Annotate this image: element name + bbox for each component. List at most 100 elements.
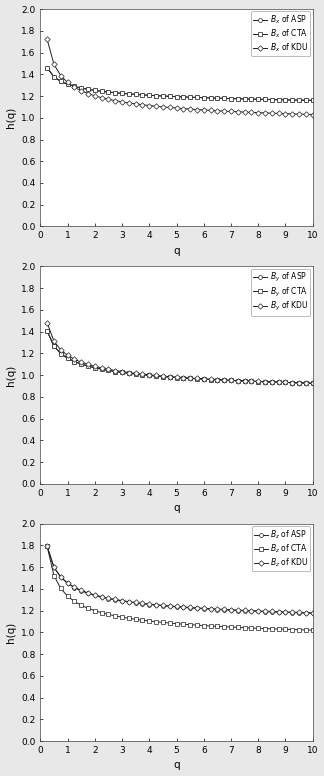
$B_x$ of CTA	[243, 94, 247, 103]
$B_z$ of KDU	[229, 605, 233, 615]
$B_y$ of CTA	[66, 354, 70, 363]
$B_y$ of KDU	[209, 375, 213, 384]
$B_z$ of CTA	[127, 614, 131, 623]
$B_z$ of ASP	[222, 605, 226, 615]
$B_x$ of CTA	[79, 83, 83, 92]
$B_x$ of ASP	[45, 63, 49, 72]
$B_y$ of CTA	[297, 378, 301, 387]
$B_y$ of CTA	[73, 357, 76, 366]
$B_z$ of ASP	[154, 601, 158, 610]
$B_z$ of KDU	[222, 605, 226, 614]
$B_x$ of KDU	[154, 102, 158, 111]
$B_z$ of KDU	[59, 573, 63, 582]
$B_x$ of ASP	[113, 88, 117, 98]
$B_x$ of CTA	[215, 93, 219, 102]
$B_y$ of KDU	[168, 372, 172, 381]
$B_z$ of CTA	[134, 615, 138, 624]
$B_y$ of ASP	[181, 373, 185, 383]
$B_y$ of CTA	[93, 363, 97, 372]
$B_x$ of KDU	[161, 102, 165, 112]
$B_z$ of CTA	[45, 542, 49, 551]
$B_y$ of KDU	[147, 370, 151, 379]
$B_z$ of KDU	[277, 607, 281, 616]
$B_x$ of CTA	[147, 91, 151, 100]
$B_x$ of ASP	[154, 91, 158, 100]
Y-axis label: h(q): h(q)	[6, 622, 16, 643]
$B_x$ of KDU	[45, 35, 49, 44]
$B_y$ of KDU	[270, 377, 274, 386]
$B_x$ of ASP	[175, 92, 179, 102]
$B_z$ of KDU	[181, 602, 185, 611]
$B_x$ of ASP	[93, 85, 97, 95]
$B_x$ of CTA	[168, 92, 172, 101]
$B_x$ of ASP	[277, 95, 281, 104]
$B_x$ of CTA	[277, 95, 281, 104]
$B_x$ of ASP	[59, 77, 63, 86]
$B_x$ of ASP	[311, 95, 315, 105]
$B_z$ of ASP	[120, 597, 124, 606]
$B_x$ of CTA	[236, 94, 240, 103]
$B_x$ of ASP	[120, 88, 124, 98]
$B_y$ of ASP	[154, 372, 158, 381]
$B_z$ of CTA	[59, 584, 63, 593]
$B_z$ of CTA	[236, 623, 240, 632]
$B_y$ of KDU	[127, 368, 131, 377]
$B_y$ of KDU	[236, 376, 240, 385]
$B_x$ of CTA	[59, 77, 63, 86]
$B_x$ of KDU	[222, 106, 226, 116]
$B_y$ of ASP	[147, 371, 151, 380]
$B_z$ of CTA	[93, 606, 97, 615]
$B_z$ of KDU	[100, 592, 104, 601]
$B_x$ of CTA	[134, 90, 138, 99]
$B_x$ of KDU	[113, 96, 117, 106]
$B_x$ of KDU	[202, 106, 206, 115]
$B_y$ of ASP	[195, 374, 199, 383]
$B_x$ of KDU	[141, 100, 145, 109]
$B_x$ of ASP	[79, 83, 83, 92]
$B_y$ of CTA	[229, 376, 233, 385]
$B_z$ of CTA	[290, 625, 294, 634]
$B_y$ of ASP	[243, 376, 247, 386]
Legend: $B_z$ of ASP, $B_z$ of CTA, $B_z$ of KDU: $B_z$ of ASP, $B_z$ of CTA, $B_z$ of KDU	[251, 526, 310, 571]
$B_z$ of CTA	[243, 623, 247, 632]
$B_y$ of KDU	[277, 377, 281, 386]
$B_x$ of KDU	[249, 108, 253, 117]
$B_x$ of ASP	[73, 81, 76, 91]
$B_y$ of CTA	[45, 327, 49, 336]
$B_z$ of ASP	[202, 605, 206, 614]
$B_z$ of CTA	[297, 625, 301, 635]
$B_x$ of KDU	[277, 109, 281, 118]
$B_x$ of CTA	[270, 95, 274, 104]
$B_x$ of ASP	[263, 95, 267, 104]
$B_x$ of ASP	[188, 92, 192, 102]
$B_x$ of CTA	[181, 92, 185, 102]
$B_y$ of KDU	[181, 373, 185, 383]
$B_y$ of ASP	[215, 375, 219, 384]
$B_x$ of ASP	[195, 93, 199, 102]
$B_z$ of ASP	[284, 608, 287, 617]
$B_z$ of KDU	[120, 596, 124, 605]
$B_y$ of ASP	[161, 372, 165, 381]
$B_x$ of CTA	[66, 80, 70, 89]
$B_x$ of KDU	[66, 78, 70, 87]
$B_z$ of CTA	[209, 622, 213, 631]
$B_z$ of KDU	[202, 604, 206, 613]
$B_x$ of ASP	[209, 93, 213, 102]
$B_z$ of KDU	[243, 606, 247, 615]
$B_x$ of KDU	[297, 109, 301, 119]
$B_z$ of ASP	[73, 583, 76, 592]
$B_y$ of KDU	[79, 358, 83, 367]
$B_x$ of KDU	[256, 108, 260, 117]
$B_z$ of KDU	[52, 563, 56, 572]
Line: $B_x$ of CTA: $B_x$ of CTA	[45, 66, 315, 102]
X-axis label: q: q	[173, 760, 180, 771]
$B_y$ of ASP	[59, 349, 63, 359]
$B_x$ of KDU	[229, 107, 233, 116]
$B_y$ of CTA	[222, 376, 226, 385]
$B_y$ of KDU	[141, 369, 145, 379]
$B_y$ of CTA	[79, 359, 83, 369]
$B_y$ of KDU	[59, 345, 63, 355]
$B_x$ of CTA	[120, 88, 124, 98]
$B_z$ of CTA	[147, 616, 151, 625]
$B_x$ of ASP	[161, 92, 165, 101]
